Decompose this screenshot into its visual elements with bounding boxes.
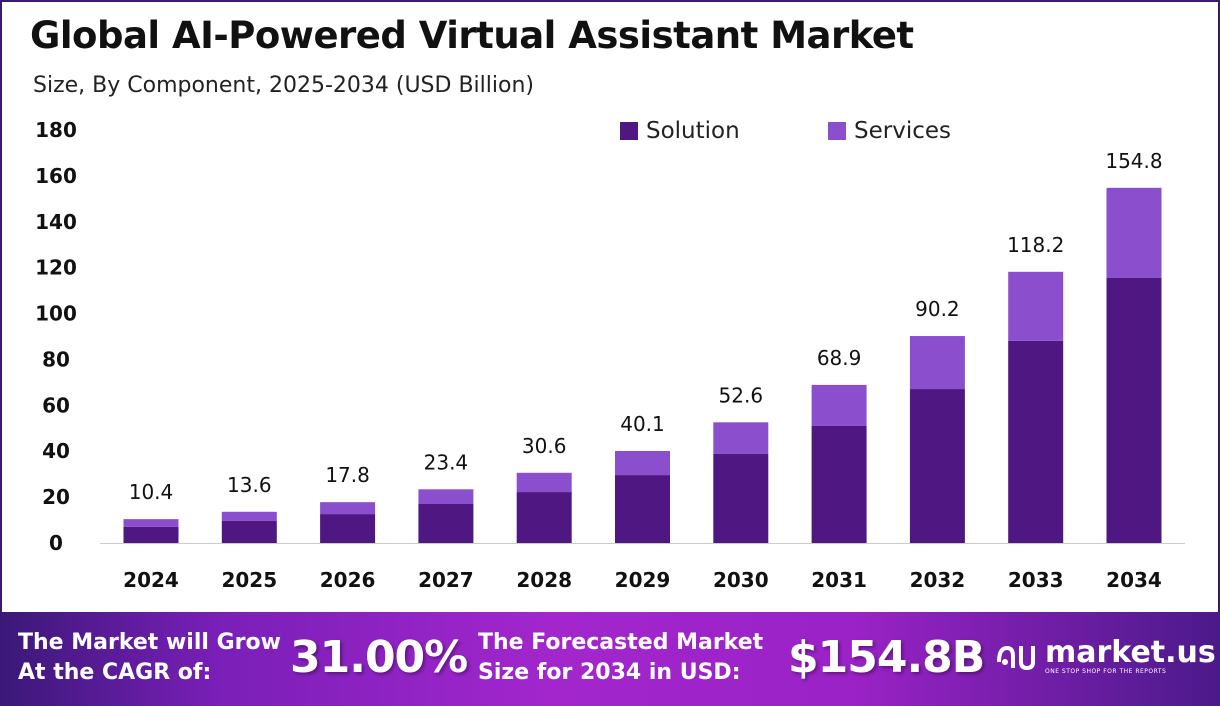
stacked-bar-chart: 0 20 40 60 80 100 120 140 160 180 10.4 2024 13.6 2025… [35,118,1185,592]
logo-tagline: ONE STOP SHOP FOR THE REPORTS [1045,668,1167,675]
x-tick-label: 2030 [713,568,769,592]
bar-services-2030 [713,422,769,454]
bar-solution-2027 [418,503,474,543]
y-tick-label: 0 [49,531,63,555]
footer-banner: The Market will Grow At the CAGR of: 31.… [0,612,1220,706]
data-label-total: 118.2 [1007,233,1064,257]
y-tick-label: 40 [42,439,70,463]
legend-item-services: Services [828,118,951,144]
bar-solution-2025 [221,520,277,543]
bar-solution-2032 [909,389,965,543]
data-label-total: 30.6 [522,434,567,458]
market-us-logo: market.us ONE STOP SHOP FOR THE REPORTS [995,638,1216,675]
forecast-label-line2: Size for 2034 in USD: [478,660,741,685]
y-tick-label: 100 [35,302,77,326]
y-tick-label: 140 [35,210,77,234]
x-tick-label: 2033 [1008,568,1064,592]
bar-solution-2028 [516,492,572,543]
bar-services-2029 [615,450,670,476]
cagr-label: The Market will Grow At the CAGR of: [18,628,281,688]
x-tick-label: 2031 [811,568,867,592]
legend-swatch-solution [620,122,638,140]
cagr-label-line1: The Market will Grow [18,630,281,655]
legend-item-solution: Solution [620,118,740,144]
x-tick-label: 2026 [320,568,376,592]
y-tick-label: 180 [35,118,77,142]
bar-services-2034 [1106,187,1162,278]
forecast-value: $154.8B [788,632,985,683]
bar-services-2031 [811,384,867,426]
data-label-total: 52.6 [719,383,764,407]
bar-solution-2029 [615,475,670,543]
bar-solution-2024 [123,526,179,543]
x-tick-label: 2032 [910,568,966,592]
legend-label: Services [854,118,951,144]
data-label-total: 40.1 [620,412,665,436]
legend-swatch-services [828,122,846,140]
y-tick-label: 120 [35,256,77,280]
bar-services-2033 [1008,271,1064,341]
y-tick-label: 160 [35,164,77,188]
data-label-total: 10.4 [129,480,174,504]
x-tick-label: 2028 [516,568,572,592]
forecast-label: The Forecasted Market Size for 2034 in U… [478,628,763,688]
bar-services-2032 [909,336,965,390]
x-tick-label: 2029 [615,568,671,592]
cagr-value: 31.00% [290,632,468,683]
bar-solution-2031 [811,425,867,543]
x-tick-label: 2025 [221,568,277,592]
bar-solution-2030 [713,453,769,543]
data-label-total: 23.4 [424,450,469,474]
bar-services-2025 [221,511,277,521]
data-label-total: 13.6 [227,473,272,497]
data-label-total: 90.2 [915,297,960,321]
chart-title: Global AI-Powered Virtual Assistant Mark… [30,14,914,57]
data-label-total: 17.8 [325,463,370,487]
bar-solution-2033 [1008,340,1064,543]
data-label-total: 68.9 [817,346,862,370]
y-tick-label: 20 [42,485,70,509]
bar-services-2027 [418,489,474,504]
x-tick-label: 2034 [1106,568,1162,592]
data-label-total: 154.8 [1105,149,1162,173]
y-tick-label: 80 [42,347,70,371]
x-tick-label: 2024 [123,568,179,592]
forecast-label-line1: The Forecasted Market [478,630,764,655]
chart-subtitle: Size, By Component, 2025-2034 (USD Billi… [33,73,534,98]
bar-services-2028 [516,472,572,493]
bar-solution-2034 [1106,277,1162,543]
y-tick-label: 60 [42,393,70,417]
x-tick-label: 2027 [418,568,474,592]
bar-services-2026 [320,502,376,515]
cagr-label-line2: At the CAGR of: [18,660,212,685]
logo-name: market.us [1045,635,1216,670]
bar-solution-2026 [320,514,376,543]
legend-label: Solution [646,118,740,144]
logo-icon [997,645,1035,670]
bar-services-2024 [123,519,179,527]
